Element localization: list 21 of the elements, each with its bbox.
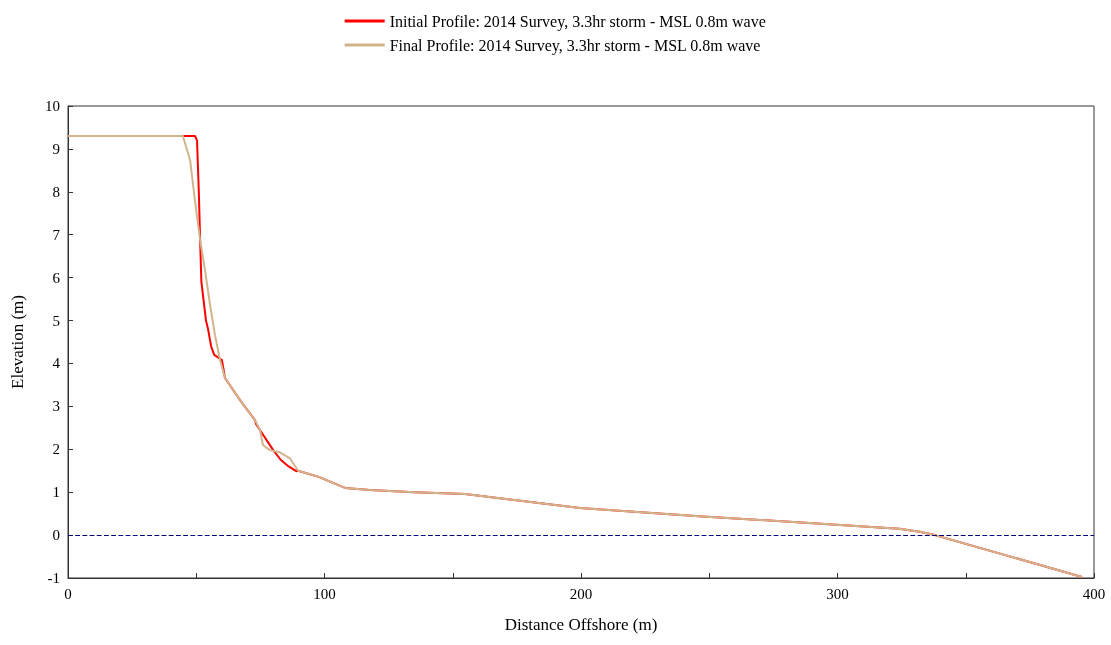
y-tick-label: 9 xyxy=(52,140,60,157)
legend-label: Initial Profile: 2014 Survey, 3.3hr storm - MSL 0.8m wave xyxy=(389,12,766,31)
y-tick-label: 4 xyxy=(52,355,61,372)
x-tick-label: 400 xyxy=(1082,585,1106,602)
y-tick-label: 8 xyxy=(52,183,60,200)
y-tick-label: 10 xyxy=(45,98,60,114)
legend-label: Final Profile: 2014 Survey, 3.3hr storm - MSL 0.8m wave xyxy=(389,36,761,55)
y-tick-label: 6 xyxy=(52,269,61,286)
x-tick-label: 300 xyxy=(826,585,849,602)
y-tick-label: -1 xyxy=(47,570,60,586)
x-tick-label: 0 xyxy=(64,585,72,602)
y-tick-label: 7 xyxy=(52,226,61,243)
x-axis-title: Distance Offshore (m) xyxy=(504,615,658,634)
y-tick-label: 5 xyxy=(52,312,60,329)
y-tick-label: 1 xyxy=(52,484,60,501)
y-tick-label: 0 xyxy=(52,527,60,544)
x-tick-label: 200 xyxy=(569,585,593,602)
y-tick-label: 3 xyxy=(52,398,60,415)
x-tick-label: 100 xyxy=(313,585,336,602)
y-axis-title: Elevation (m) xyxy=(8,295,27,389)
y-tick-label: 2 xyxy=(52,441,60,458)
